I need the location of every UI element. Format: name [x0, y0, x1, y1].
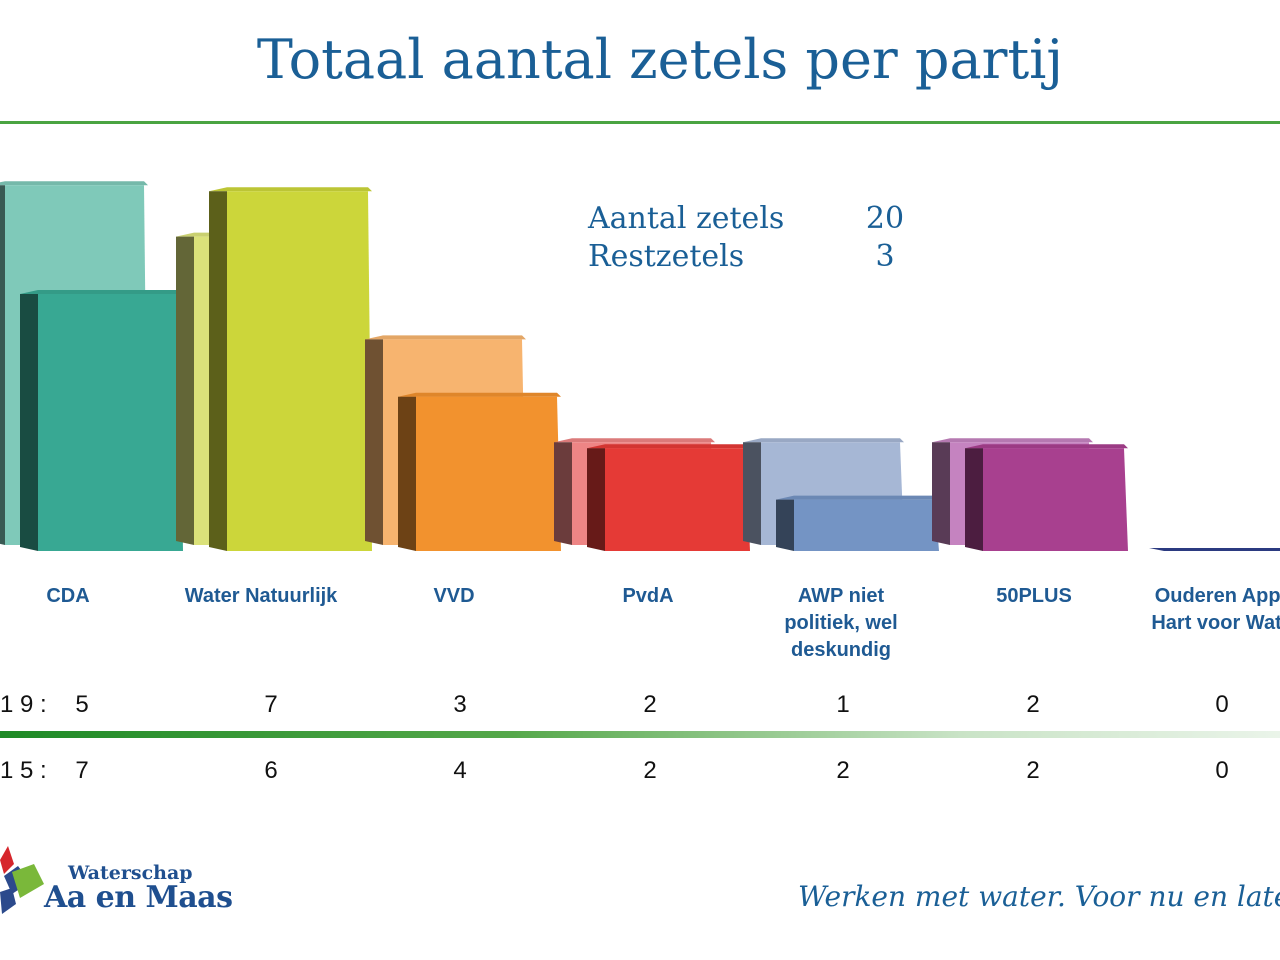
- category-label-5: 50PLUS: [996, 585, 1072, 607]
- bar-1-2019-top: [209, 187, 372, 192]
- value-2019-6: 0: [1215, 691, 1229, 718]
- value-2015-4: 2: [836, 757, 850, 784]
- bar-3-2015-side: [554, 442, 572, 545]
- slogan: Werken met water. Voor nu en later.: [798, 880, 1280, 913]
- bar-5-2015-side: [932, 442, 950, 545]
- bar-0-2015-side: [0, 185, 5, 545]
- value-2019-3: 2: [643, 691, 657, 718]
- bar-0-2019-side: [20, 294, 38, 551]
- rest-seats-value: 3: [875, 239, 895, 274]
- page-title: Totaal aantal zetels per partij: [256, 28, 1064, 91]
- bar-3-2019-side: [587, 448, 605, 551]
- category-label-1: Water Natuurlijk: [184, 585, 338, 607]
- bar-1-2015-side: [176, 236, 194, 545]
- bar-2-2019-side: [398, 396, 416, 551]
- seat-info-panel: Aantal zetels 20 Restzetels 3: [588, 200, 920, 276]
- seats-row: Aantal zetels 20: [588, 200, 920, 238]
- value-2015-3: 2: [643, 757, 657, 784]
- row-divider: [0, 731, 1280, 738]
- bar-1-2019-front: [227, 191, 372, 551]
- bar-3-2019-top: [587, 444, 750, 449]
- logo-text-big: Aa en Maas: [44, 880, 233, 915]
- bar-3-2015-top: [554, 438, 715, 443]
- category-label-4: AWP niet politiek, wel deskundig: [784, 585, 898, 661]
- seat-bar-chart: [0, 181, 1280, 551]
- seats-value: 20: [865, 201, 905, 236]
- bar-2-2019-top: [398, 392, 561, 397]
- value-2019-2: 3: [453, 691, 467, 718]
- seats-label: Aantal zetels: [588, 201, 785, 236]
- value-2015-0: 7: [75, 757, 89, 784]
- value-2015-6: 0: [1215, 757, 1229, 784]
- bar-6-2019-flat: [1149, 548, 1280, 551]
- category-label-3: PvdA: [622, 585, 674, 607]
- bar-0-2019-front: [38, 294, 183, 551]
- bar-2-2015-top: [365, 335, 526, 340]
- bar-4-2019-side: [776, 499, 794, 551]
- rest-seats-label: Restzetels: [588, 239, 745, 274]
- value-2015-2: 4: [453, 757, 467, 784]
- bar-4-2015-top: [743, 438, 904, 443]
- bar-0-2019-top: [20, 290, 183, 294]
- value-2019-5: 2: [1026, 691, 1040, 718]
- bar-5-2019-front: [983, 448, 1128, 551]
- logo-text-small: Waterschap: [68, 862, 193, 884]
- bar-2-2019-front: [416, 396, 561, 551]
- value-2015-5: 2: [1026, 757, 1040, 784]
- bar-5-2019-side: [965, 448, 983, 551]
- waterschap-logo-icon: [0, 846, 44, 914]
- category-label-0: CDA: [46, 585, 90, 607]
- value-2015-1: 6: [264, 757, 278, 784]
- bar-5-2019-top: [965, 444, 1128, 449]
- bar-4-2015-side: [743, 442, 761, 545]
- value-2019-4: 1: [836, 691, 850, 718]
- row-label-2019: 1 9 :: [0, 691, 47, 718]
- bar-1-2019-side: [209, 191, 227, 551]
- title-divider: [0, 121, 1280, 124]
- value-2019-1: 7: [264, 691, 278, 718]
- rest-seats-row: Restzetels 3: [588, 238, 920, 276]
- row-label-2015: 1 5 :: [0, 757, 47, 784]
- bar-3-2019-front: [605, 448, 750, 551]
- bar-5-2015-top: [932, 438, 1093, 443]
- bar-0-2015-top: [0, 181, 148, 186]
- bar-4-2019-top: [776, 495, 939, 500]
- bar-4-2019-front: [794, 499, 939, 551]
- category-label-6: Ouderen Appèl Hart voor Water: [1151, 585, 1280, 634]
- bar-2-2015-side: [365, 339, 383, 545]
- value-2019-0: 5: [75, 691, 89, 718]
- category-label-2: VVD: [433, 585, 475, 607]
